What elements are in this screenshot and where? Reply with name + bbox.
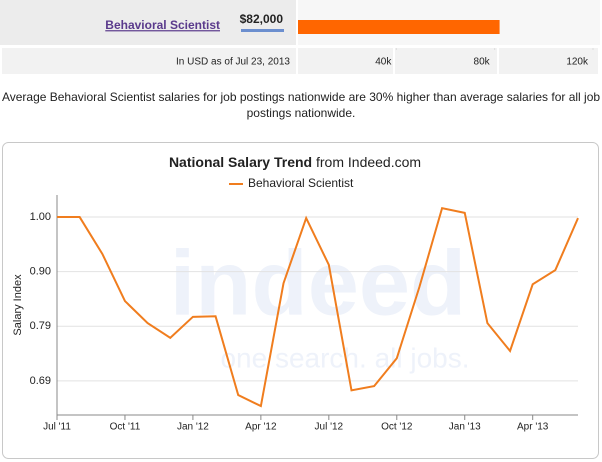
axis-label: In USD as of Jul 23, 2013 (176, 57, 290, 68)
tick-cell (395, 48, 497, 74)
x-tick-label: 40k (375, 57, 392, 68)
y-tick-label: 0.79 (30, 320, 51, 332)
x-tick-label: 120k (566, 57, 589, 68)
bar (298, 20, 500, 34)
chart-panel (2, 142, 599, 459)
summary-text: Average Behavioral Scientist salaries fo… (1, 90, 601, 120)
x-tick-label: Apr '12 (245, 422, 277, 433)
salary-bar-chart: Behavioral Scientist $82,000 In USD as of … (0, 0, 600, 74)
x-tick-label: Jan '13 (449, 422, 481, 433)
x-tick-label: Oct '12 (381, 422, 413, 433)
title-main: National Salary Trend (169, 154, 312, 170)
x-tick-label: Jul '11 (43, 422, 71, 433)
tick-cell (499, 48, 598, 74)
category-link: Behavioral Scientist (105, 18, 220, 32)
title-suffix: from Indeed.com (316, 154, 421, 170)
y-tick-label: 1.00 (30, 211, 51, 223)
y-tick-label: 0.69 (30, 375, 51, 387)
value-marker (241, 29, 284, 32)
x-tick-label: Jul '12 (315, 422, 344, 433)
y-axis-label: Salary Index (12, 274, 24, 336)
series-line (57, 206, 579, 408)
label-cell (0, 0, 296, 45)
x-tick-label: 80k (474, 57, 491, 68)
x-tick-label: Jan '12 (177, 422, 209, 433)
legend-label: Behavioral Scientist (248, 176, 354, 190)
axis-label-cell (2, 48, 296, 74)
value-label: $82,000 (240, 12, 284, 26)
chart-title: National Salary Trend from Indeed.com (169, 154, 421, 170)
x-tick-label: Apr '13 (517, 422, 549, 433)
watermark-logo: indeed (170, 232, 466, 334)
x-tick-label: Oct '11 (110, 422, 141, 433)
tick-cell (298, 48, 393, 74)
y-tick-label: 0.90 (30, 266, 51, 278)
